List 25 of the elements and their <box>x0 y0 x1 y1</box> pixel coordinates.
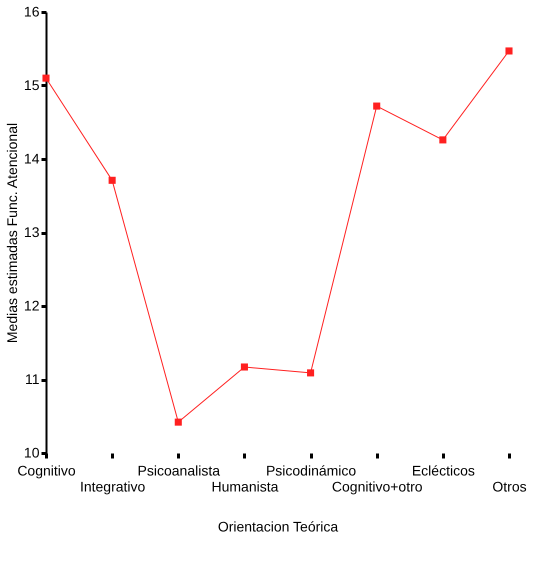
point <box>42 74 50 82</box>
point <box>439 136 446 144</box>
point <box>108 176 116 184</box>
x-tick-label: Psicoanalista <box>138 462 220 478</box>
y-tick-label: 10 <box>24 444 40 460</box>
x-tick-label: Cognitivo <box>17 462 76 478</box>
x-tick-label: Psicodinámico <box>266 462 356 478</box>
y-tick-label: 13 <box>24 224 40 240</box>
x-tick-label: Otros <box>492 478 527 494</box>
x-tick-label: Cognitivo+otro <box>332 478 423 494</box>
x-tick-label: Integrativo <box>80 478 146 494</box>
point <box>307 369 314 376</box>
x-tick-label: Eclécticos <box>412 462 475 478</box>
y-tick-label: 12 <box>24 298 40 314</box>
point <box>240 363 248 371</box>
x-axis-title: Orientacion Teórica <box>218 518 338 534</box>
y-tick-label: 14 <box>24 150 40 166</box>
point <box>174 418 182 426</box>
x-tick-label: Humanista <box>211 478 279 494</box>
y-tick-label: 15 <box>24 77 40 93</box>
y-tick-label: 16 <box>24 4 40 20</box>
y-axis-title: Medias estimadas Func. Atencional <box>4 122 20 344</box>
point <box>373 102 380 110</box>
point <box>505 47 513 54</box>
y-tick-label: 11 <box>24 371 40 387</box>
